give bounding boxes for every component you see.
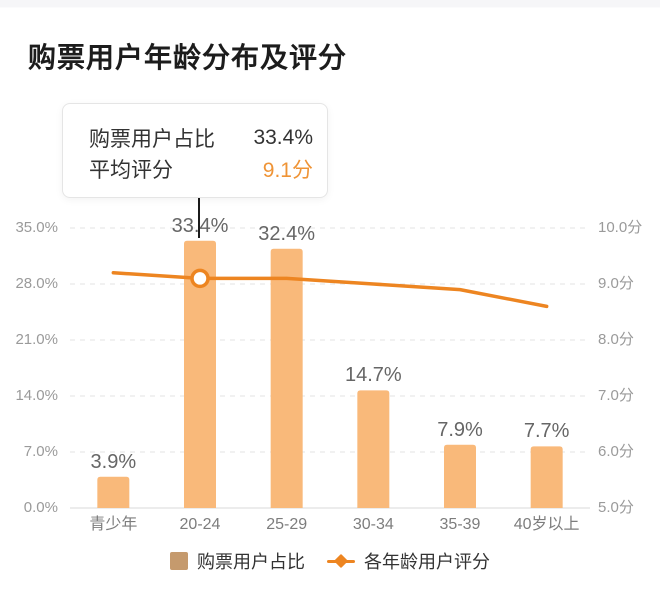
page-title: 购票用户年龄分布及评分: [28, 42, 348, 73]
bar-25-29[interactable]: [270, 248, 303, 509]
bar-series-swatch-icon: [170, 552, 188, 570]
bar-青少年[interactable]: [97, 476, 130, 508]
legend-item-line-series[interactable]: 各年龄用户评分: [327, 548, 490, 574]
top-strip: [0, 0, 660, 8]
line-series-marker-icon: [327, 553, 355, 569]
bar-30-34[interactable]: [357, 390, 390, 508]
bar-35-39[interactable]: [444, 444, 476, 508]
legend-bar-label: 购票用户占比: [197, 552, 305, 572]
rating-line[interactable]: [111, 271, 549, 309]
tooltip-share-value: 33.4%: [253, 125, 313, 149]
tooltip-rating-label: 平均评分: [89, 158, 173, 182]
tooltip-pointer-line: [198, 197, 200, 238]
diamond-icon: [333, 553, 349, 569]
bar-40岁以上[interactable]: [530, 446, 563, 508]
bar-20-24[interactable]: [184, 240, 216, 509]
legend-item-bar-series[interactable]: 购票用户占比: [170, 548, 305, 574]
rating-line-highlight-marker[interactable]: [190, 268, 210, 289]
chart-tooltip: 购票用户占比 33.4% 平均评分 9.1分: [62, 103, 328, 198]
tooltip-share-label: 购票用户占比: [89, 127, 215, 151]
chart-legend: 购票用户占比 各年龄用户评分: [0, 548, 660, 574]
legend-line-label: 各年龄用户评分: [364, 552, 490, 572]
tooltip-row-rating: 平均评分 9.1分: [89, 153, 313, 184]
tooltip-row-share: 购票用户占比 33.4%: [89, 122, 313, 153]
tooltip-rating-value: 9.1分: [262, 158, 313, 182]
